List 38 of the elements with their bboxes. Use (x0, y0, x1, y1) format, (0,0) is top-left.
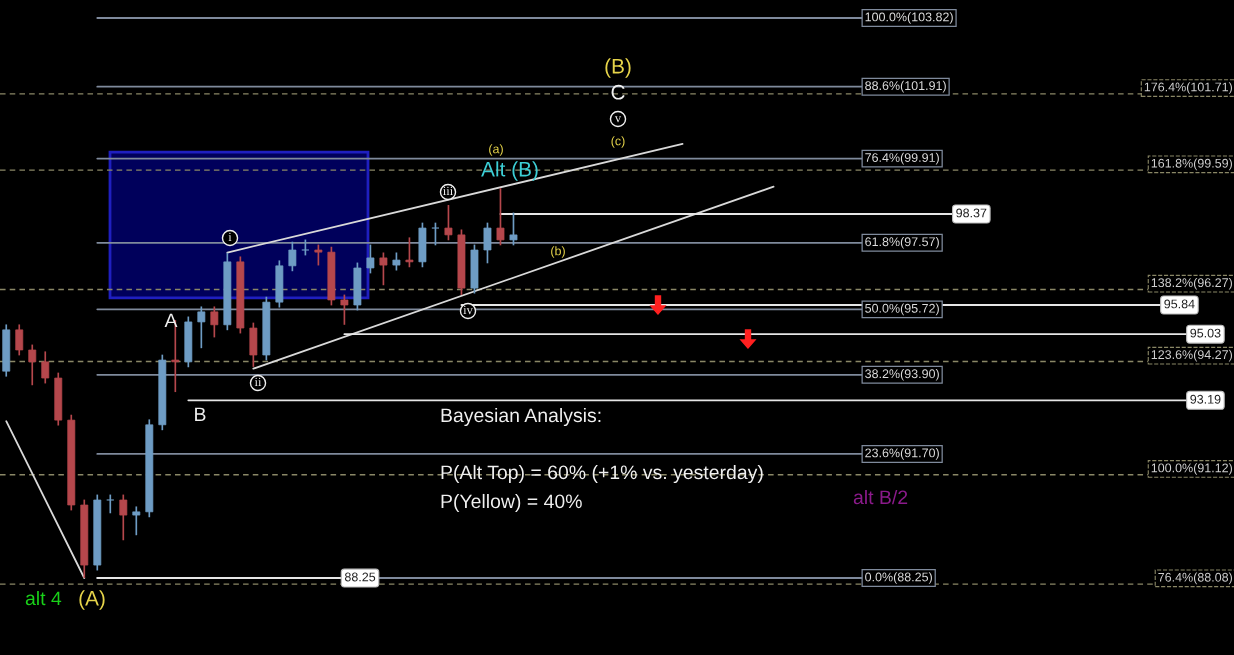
ref-line-label: 76.4%(88.08) (1158, 572, 1232, 585)
annotation: C (611, 84, 625, 100)
data-label: 95.03 (1190, 328, 1221, 338)
annotation: (c) (611, 136, 625, 148)
data-label: 76.4%(99.91) (865, 152, 939, 165)
annotation: v (614, 116, 622, 123)
annotation: iv (463, 305, 473, 315)
data-label: 95.84 (1164, 299, 1195, 309)
data-label: 23.6%(91.70) (865, 448, 939, 460)
annotation: Bayesian Analysis: (441, 407, 601, 427)
data-label: 88.6%(101.91) (865, 80, 946, 93)
ref-line-label: 100.0%(91.12) (1151, 463, 1232, 475)
annotation: Alt (B) (481, 161, 538, 181)
annotation: ii (254, 377, 262, 387)
data-label: 98.37 (956, 208, 987, 218)
annotation: alt 4 (25, 590, 62, 606)
annotation: (B) (605, 58, 631, 78)
data-label: 0.0%(88.25) (865, 572, 932, 584)
ref-line-label: 138.2%(96.27) (1151, 277, 1232, 290)
data-label: 50.0%(95.72) (865, 303, 939, 316)
ref-line-label: 176.4%(101.71) (1144, 82, 1232, 94)
data-label: 88.25 (344, 572, 376, 582)
annotation: iii (443, 186, 453, 196)
annotation: P(Yellow) = 40% (441, 493, 582, 513)
data-label: 38.2%(93.90) (865, 368, 939, 381)
ref-line-label: 161.8%(99.59) (1151, 158, 1232, 171)
data-label: 61.8%(97.57) (865, 236, 939, 249)
ref-line-label: 123.6%(94.27) (1151, 349, 1232, 362)
annotation: (a) (489, 144, 503, 156)
data-label: 93.19 (1190, 394, 1221, 404)
annotation: (A) (79, 590, 105, 610)
annotation: P(Alt Top) = 60% (+1% vs. yesterday) (441, 464, 763, 484)
annotation: (b) (551, 246, 565, 258)
annotation: i (228, 232, 232, 242)
annotation: alt B/2 (853, 489, 908, 505)
data-label: 100.0%(103.82) (865, 12, 953, 24)
annotation: B (195, 407, 206, 422)
annotation: A (164, 313, 178, 328)
